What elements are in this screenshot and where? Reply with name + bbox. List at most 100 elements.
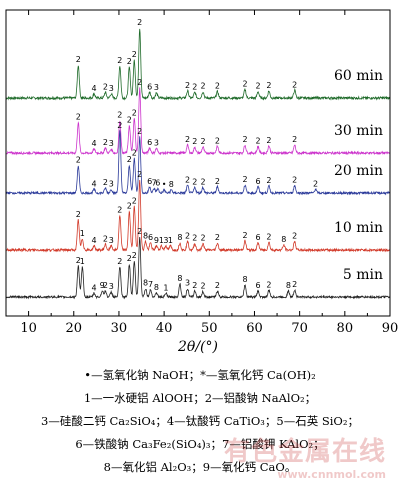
peak-label: 2 xyxy=(185,232,190,241)
series-name-4: 5 min xyxy=(343,267,383,283)
x-tick-label: 40 xyxy=(156,321,173,336)
x-axis-label: 2θ/(°) xyxy=(177,339,218,355)
peak-label: 2 xyxy=(132,109,137,118)
peak-label: 2 xyxy=(137,127,142,136)
series-line-4 xyxy=(5,236,391,300)
peak-label: 2 xyxy=(200,234,205,243)
peak-label: 2 xyxy=(242,231,247,240)
peak-label: 6 xyxy=(147,138,152,147)
peak-label: 2 xyxy=(185,81,190,90)
peak-label: 2 xyxy=(76,113,81,122)
peak-label: 4 xyxy=(92,84,97,93)
peak-label: 4 xyxy=(92,283,97,292)
series-line-1 xyxy=(5,87,391,156)
series-line-2 xyxy=(5,130,391,196)
peak-label: 2 xyxy=(266,81,271,90)
peak-label: 2 xyxy=(117,206,122,215)
peak-label: 2 xyxy=(215,137,220,146)
peak-label: 9 xyxy=(154,236,159,245)
peak-label: 2 xyxy=(137,227,142,236)
legend-line-5: 8—氧化铝 Al₂O₃；9—氧化钙 CaO。 xyxy=(103,460,297,474)
peak-label: 3 xyxy=(154,83,159,92)
watermark-text: 有色金属在线 xyxy=(223,437,386,467)
peak-label: 2 xyxy=(117,111,122,120)
legend-line-2: 1—一水硬铝 AlOOH；2—铝酸钠 NaAlO₂； xyxy=(83,391,317,405)
x-tick-label: 70 xyxy=(291,321,308,336)
x-tick-label: 10 xyxy=(20,321,37,336)
peak-label: 3 xyxy=(109,84,114,93)
peak-label: • xyxy=(162,180,167,189)
peak-label: 2 xyxy=(103,234,108,243)
peak-label: 6 xyxy=(256,177,261,186)
peak-label: 2 xyxy=(76,156,81,165)
series-name-3: 10 min xyxy=(334,220,383,236)
legend-line-3: 3—硅酸二钙 Ca₂SiO₄；4—钛酸钙 CaTiO₃；5—石英 SiO₂； xyxy=(41,414,359,428)
plot-frame xyxy=(5,9,391,317)
peak-label: 2 xyxy=(132,50,137,59)
peak-label: 2 xyxy=(117,121,122,130)
watermark: 有色金属在线 www.cnnmol.com xyxy=(224,431,386,481)
peak-label: 7 xyxy=(148,280,153,289)
peak-label: 6 xyxy=(256,233,261,242)
peak-label: 6 xyxy=(148,233,153,242)
series-name-0: 60 min xyxy=(334,68,383,84)
peak-label: 2 xyxy=(242,135,247,144)
peak-label: 2 xyxy=(137,170,142,179)
peak-label: 2 xyxy=(192,137,197,146)
x-tick-label: 30 xyxy=(111,321,128,336)
peak-label: 6 xyxy=(256,281,261,290)
peak-label: 1 xyxy=(168,236,173,245)
peak-label: 8 xyxy=(143,232,148,241)
x-tick-label: 60 xyxy=(246,321,263,336)
peak-label: 2 xyxy=(103,138,108,147)
peak-label: 2 xyxy=(185,135,190,144)
peak-label: 2 xyxy=(200,137,205,146)
peak-label: 8 xyxy=(281,235,286,244)
peak-label: 2 xyxy=(103,82,108,91)
peak-label: 2 xyxy=(76,55,81,64)
peak-label: 2 xyxy=(192,281,197,290)
peak-label: 2 xyxy=(266,136,271,145)
series-name-1: 30 min xyxy=(334,123,383,139)
peak-label: 2 xyxy=(117,257,122,266)
peak-label: 4 xyxy=(92,179,97,188)
peak-label: 3 xyxy=(185,279,190,288)
peak-label: 2 xyxy=(137,18,142,27)
peak-label: 1 xyxy=(159,236,164,245)
peak-label: 2 xyxy=(200,82,205,91)
series-labels: 60 min 30 min 20 min 10 min 5 min xyxy=(334,68,383,283)
peak-label: 2 xyxy=(256,82,261,91)
peak-label: 2 xyxy=(292,280,297,289)
series-name-2: 20 min xyxy=(334,163,383,179)
series-line-3 xyxy=(5,180,390,253)
legend-line-1: •—氢氧化钠 NaOH；*—氢氧化钙 Ca(OH)₂ xyxy=(84,368,316,382)
peak-label: 3 xyxy=(109,139,114,148)
x-tick-label: 50 xyxy=(201,321,218,336)
peak-label: 1 xyxy=(163,283,168,292)
peak-label: 2 xyxy=(76,210,81,219)
peak-label: 2 xyxy=(127,57,132,66)
peak-label: 2 xyxy=(215,233,220,242)
peak-label: 8 xyxy=(154,283,159,292)
peak-label: 2 xyxy=(200,282,205,291)
peak-label: 2 xyxy=(137,78,142,87)
peak-label: 2 xyxy=(215,281,220,290)
peak-label: 4 xyxy=(92,139,97,148)
peak-label: 3 xyxy=(163,236,168,245)
peak-label: 2 xyxy=(313,179,318,188)
watermark-url: www.cnnmol.com xyxy=(277,468,386,481)
series-line-0 xyxy=(5,28,391,101)
peak-label: 8 xyxy=(177,274,182,283)
peak-label: 2 xyxy=(127,254,132,263)
peak-label: 1 xyxy=(80,229,85,238)
peak-label: 2 xyxy=(242,175,247,184)
x-axis-ticks: 10 20 30 40 50 60 70 80 90 xyxy=(5,10,399,336)
peak-label: 2 xyxy=(192,82,197,91)
x-tick-label: 90 xyxy=(382,321,399,336)
peak-label: 2 xyxy=(266,176,271,185)
peak-label: 2 xyxy=(292,80,297,89)
peak-label: 6 xyxy=(155,179,160,188)
peak-label: 1 xyxy=(80,257,85,266)
